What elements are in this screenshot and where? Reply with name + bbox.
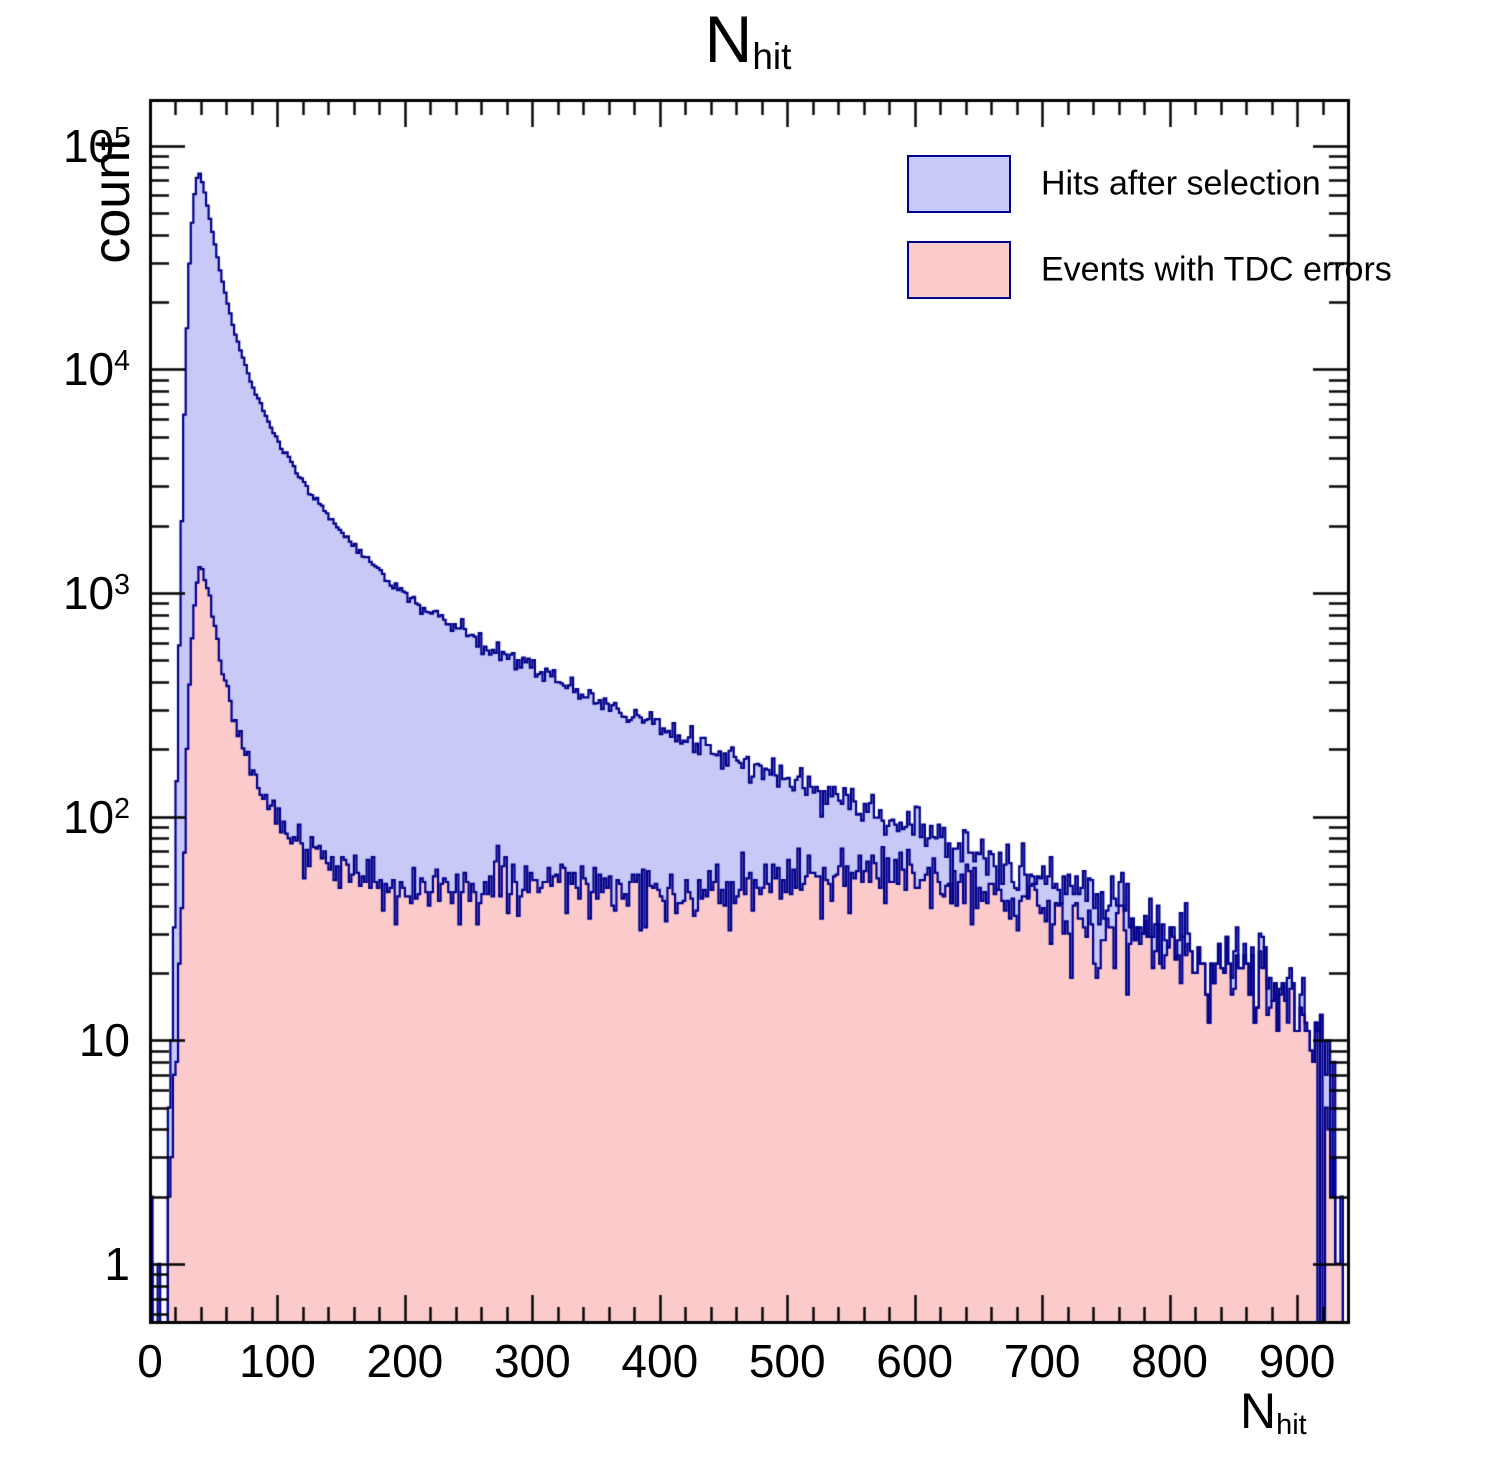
- x-axis-tick-label: 900: [1258, 1335, 1336, 1387]
- legend-label: Events with TDC errors: [1041, 250, 1392, 289]
- plot-title-text: Nhit: [704, 2, 792, 78]
- x-axis-tick-label: 700: [1003, 1335, 1081, 1387]
- x-axis-tick-label: 0: [137, 1335, 163, 1387]
- y-axis-tick-label: 10: [78, 1014, 130, 1067]
- x-axis-tick-label: 100: [239, 1335, 316, 1387]
- page-title: Nhit: [0, 6, 1496, 75]
- y-axis-title: count: [83, 136, 141, 264]
- legend-label: Hits after selection: [1041, 164, 1321, 203]
- legend-swatch[interactable]: [907, 155, 1011, 213]
- x-axis-tick-label: 200: [366, 1335, 444, 1387]
- y-axis-tick-label: 105: [62, 119, 130, 172]
- y-axis-tick-label: 1: [104, 1237, 130, 1290]
- x-axis-tick-label: 500: [748, 1335, 826, 1387]
- y-axis-tick-label: 104: [62, 343, 130, 396]
- x-axis-title-text: Nhit: [1240, 1383, 1307, 1441]
- x-axis-tick-label: 800: [1131, 1335, 1208, 1387]
- y-axis-tick-label: 102: [62, 790, 130, 843]
- x-axis-tick-label: 300: [493, 1335, 571, 1387]
- x-axis-tick-label: 600: [876, 1335, 954, 1387]
- y-axis-tick-label: 103: [62, 566, 130, 619]
- legend-swatch[interactable]: [907, 241, 1011, 299]
- x-axis-tick-label: 400: [621, 1335, 699, 1387]
- x-axis-title: Nhit: [1240, 1382, 1307, 1441]
